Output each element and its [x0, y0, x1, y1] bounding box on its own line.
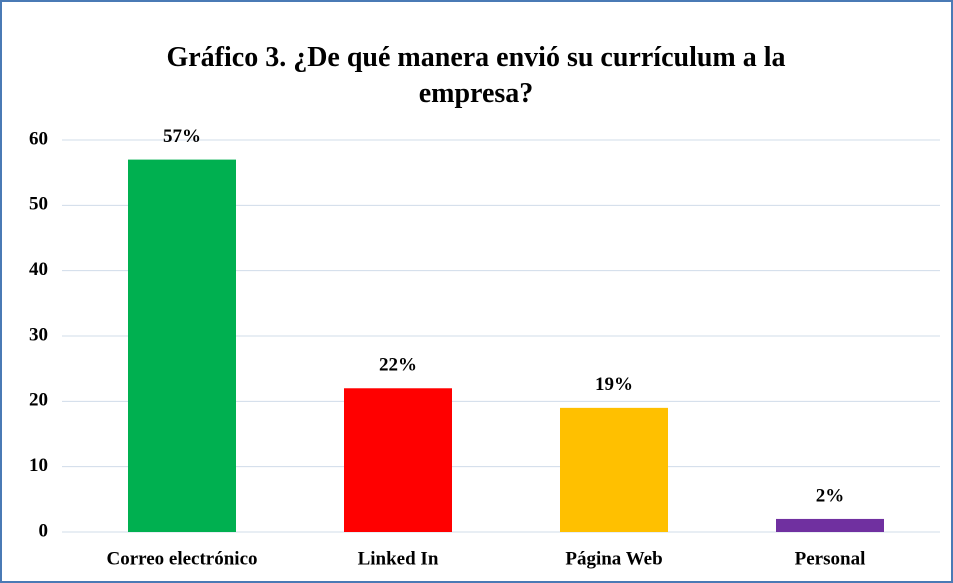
data-label: 2%: [816, 485, 845, 506]
data-label: 22%: [379, 355, 417, 376]
bar: [776, 518, 884, 532]
y-tick-label: 10: [29, 455, 48, 476]
y-tick-label: 20: [29, 390, 48, 411]
chart-title: Gráfico 3. ¿De qué manera envió su currí…: [166, 42, 786, 109]
x-tick-label: Personal: [795, 548, 866, 569]
data-label: 57%: [163, 126, 201, 147]
bar: [128, 159, 236, 532]
x-tick-label: Página Web: [565, 548, 662, 569]
y-tick-label: 50: [29, 194, 48, 215]
x-tick-label: Linked In: [358, 548, 439, 569]
bar: [344, 388, 452, 532]
x-tick-label: Correo electrónico: [106, 548, 257, 569]
data-label: 19%: [595, 374, 633, 395]
bar: [560, 407, 668, 532]
y-tick-label: 30: [29, 324, 48, 345]
y-tick-label: 60: [29, 128, 48, 149]
y-tick-label: 0: [39, 520, 49, 541]
y-tick-label: 40: [29, 259, 48, 280]
